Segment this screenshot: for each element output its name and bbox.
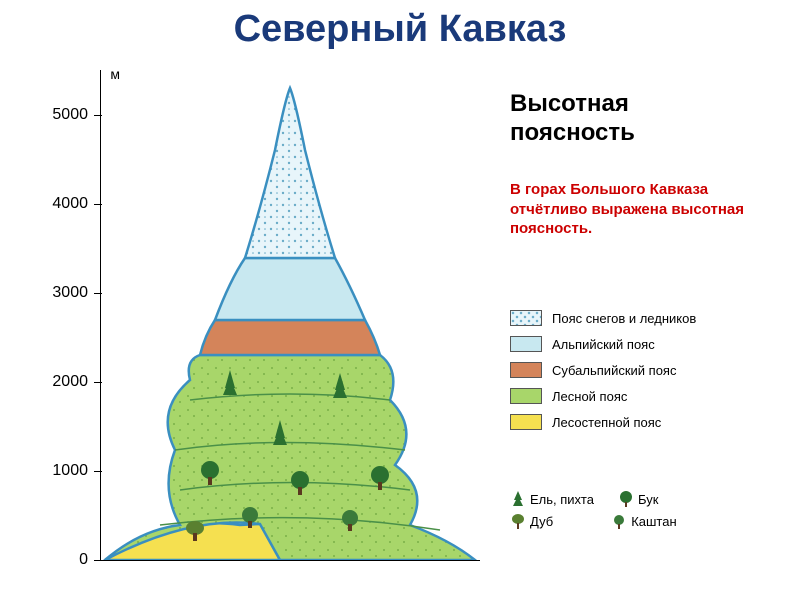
legend-item: Лесной пояс xyxy=(510,388,790,404)
y-tick-label: 5000 xyxy=(52,106,88,124)
page-title: Северный Кавказ xyxy=(0,0,800,51)
tree-label-2: Дуб xyxy=(530,514,553,529)
legend-item: Альпийский пояс xyxy=(510,336,790,352)
legend-swatch xyxy=(510,414,542,430)
zone-legend: Пояс снегов и ледников Альпийский пояс Суб… xyxy=(510,310,790,440)
y-tick-label: 1000 xyxy=(52,462,88,480)
legend-swatch xyxy=(510,310,542,326)
legend-item: Субальпийский пояс xyxy=(510,362,790,378)
legend-swatch xyxy=(510,336,542,352)
legend-label: Пояс снегов и ледников xyxy=(552,311,696,326)
y-axis: м 010002000300040005000 xyxy=(40,70,100,560)
conifer-icon xyxy=(510,490,526,508)
tree-label-0: Ель, пихта xyxy=(530,492,594,507)
y-tick-label: 0 xyxy=(79,551,88,569)
tree-label-1: Бук xyxy=(638,492,658,507)
legend-item: Пояс снегов и ледников xyxy=(510,310,790,326)
beech-icon xyxy=(618,490,634,508)
chart-container: м 010002000300040005000 xyxy=(40,70,760,590)
subtitle-line2: поясность xyxy=(510,119,635,148)
y-tick-label: 2000 xyxy=(52,373,88,391)
legend-label: Лесостепной пояс xyxy=(552,415,661,430)
legend-label: Субальпийский пояс xyxy=(552,363,676,378)
subtitle-line1: Высотная xyxy=(510,90,635,119)
legend-swatch xyxy=(510,388,542,404)
subtitle: Высотная поясность xyxy=(510,90,635,148)
legend-label: Альпийский пояс xyxy=(552,337,655,352)
tree-legend: Ель, пихта Бук Дуб Каштан xyxy=(510,490,677,534)
legend-swatch xyxy=(510,362,542,378)
description-text: В горах Большого Кавказа отчётливо выраж… xyxy=(510,180,760,239)
x-axis-line xyxy=(100,560,480,561)
y-tick-label: 4000 xyxy=(52,195,88,213)
legend-item: Лесостепной пояс xyxy=(510,414,790,430)
legend-label: Лесной пояс xyxy=(552,389,627,404)
mountain-diagram xyxy=(100,70,480,560)
chestnut-icon xyxy=(611,512,627,530)
y-tick-label: 3000 xyxy=(52,284,88,302)
oak-icon xyxy=(510,512,526,530)
tree-label-3: Каштан xyxy=(631,514,676,529)
